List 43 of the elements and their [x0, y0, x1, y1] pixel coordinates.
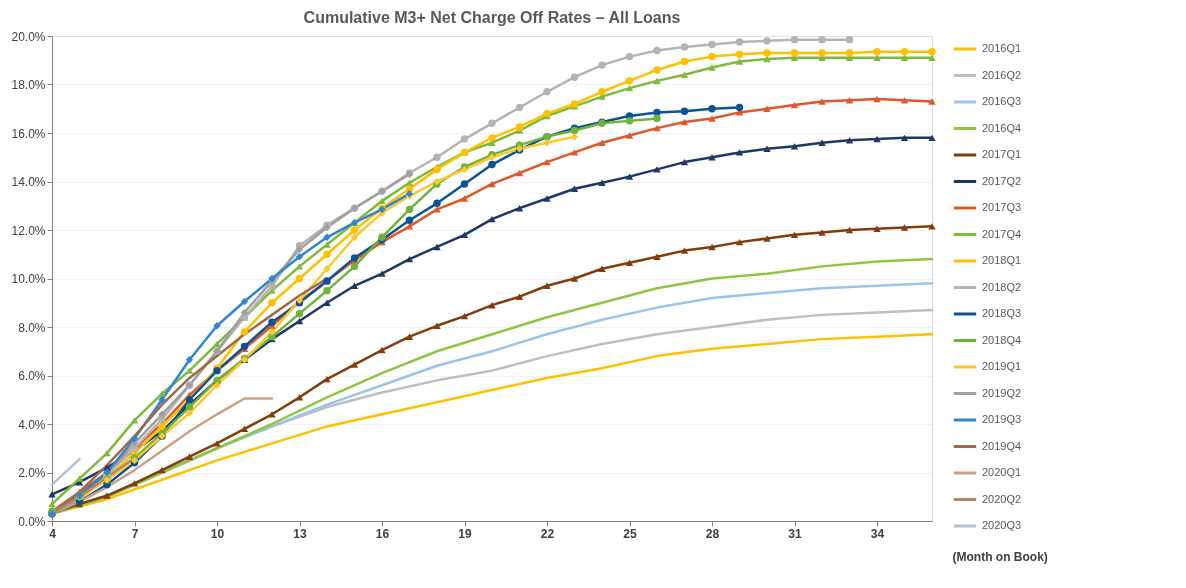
- y-tick-label: 0.0%: [18, 514, 46, 529]
- x-tick-label: 7: [131, 526, 139, 541]
- y-tick-label: 20.0%: [11, 29, 46, 44]
- legend-label: 2020Q3: [982, 519, 1022, 531]
- legend-label: 2020Q1: [982, 466, 1022, 478]
- y-tick-label: 18.0%: [11, 78, 46, 92]
- y-tick-label: 8.0%: [18, 320, 46, 335]
- x-tick-label: 16: [375, 526, 390, 541]
- legend-label: 2018Q3: [982, 307, 1022, 319]
- legend-label: 2016Q2: [982, 68, 1022, 81]
- x-tick-label: 19: [458, 526, 472, 541]
- legend-label: 2017Q3: [982, 201, 1022, 213]
- legend-label: 2018Q1: [982, 254, 1022, 266]
- x-tick-label: 22: [540, 526, 555, 541]
- x-tick-label: 10: [210, 526, 225, 541]
- y-tick-label: 6.0%: [18, 369, 46, 383]
- x-tick-label: 28: [705, 526, 720, 541]
- legend-label: 2018Q4: [982, 333, 1022, 346]
- chart-title: Cumulative M3+ Net Charge Off Rates – All Loans: [303, 9, 681, 26]
- x-axis-title: (Month on Book): [952, 549, 1048, 564]
- legend-label: 2019Q4: [982, 439, 1022, 452]
- y-tick-label: 16.0%: [11, 126, 46, 141]
- y-tick-label: 14.0%: [11, 175, 46, 189]
- legend-label: 2020Q2: [982, 492, 1022, 505]
- legend-label: 2016Q1: [982, 42, 1022, 54]
- legend-label: 2017Q4: [982, 227, 1022, 240]
- legend-label: 2016Q4: [982, 121, 1022, 134]
- y-tick-label: 10.0%: [11, 272, 46, 286]
- legend-label: 2019Q3: [982, 413, 1022, 425]
- legend-label: 2019Q1: [982, 360, 1022, 372]
- y-tick-label: 4.0%: [18, 417, 46, 432]
- legend-label: 2016Q3: [982, 95, 1022, 107]
- x-tick-label: 31: [788, 526, 802, 541]
- legend-label: 2017Q2: [982, 174, 1022, 187]
- x-tick-label: 4: [49, 526, 57, 541]
- legend-label: 2019Q2: [982, 386, 1022, 399]
- y-tick-label: 12.0%: [11, 223, 46, 238]
- y-tick-label: 2.0%: [18, 466, 46, 480]
- legend-label: 2017Q1: [982, 148, 1022, 160]
- legend-label: 2018Q2: [982, 280, 1022, 293]
- x-tick-label: 34: [870, 526, 885, 541]
- x-tick-label: 25: [623, 526, 637, 541]
- x-tick-label: 13: [293, 526, 307, 541]
